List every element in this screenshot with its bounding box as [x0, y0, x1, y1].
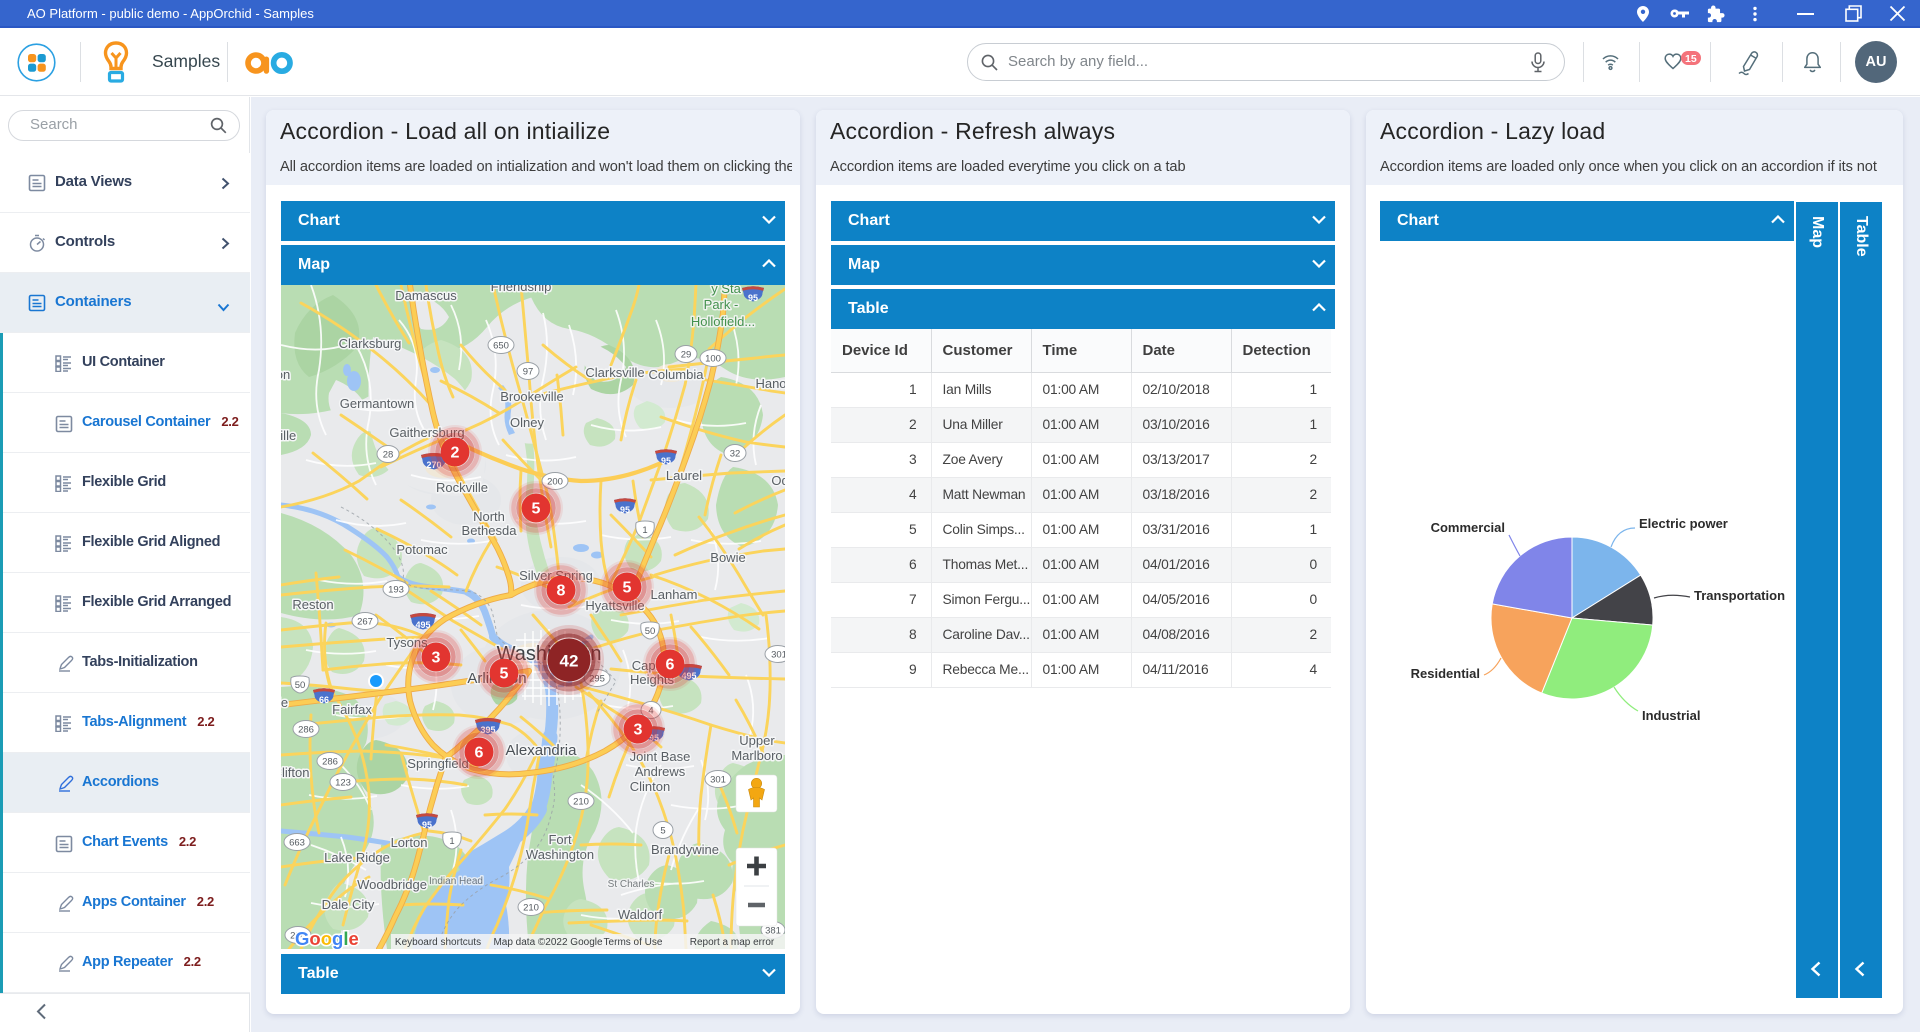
svg-text:6: 6	[475, 745, 484, 762]
svg-text:Dale City: Dale City	[322, 897, 375, 912]
svg-text:210: 210	[523, 903, 539, 914]
svg-text:50: 50	[645, 626, 656, 637]
svg-text:193: 193	[388, 585, 404, 596]
svg-text:Brandywine: Brandywine	[651, 842, 719, 857]
svg-text:Upper: Upper	[739, 733, 775, 748]
svg-text:Andrews: Andrews	[635, 764, 686, 779]
svg-text:32: 32	[730, 449, 741, 460]
svg-text:Hollofield...: Hollofield...	[691, 314, 755, 329]
svg-text:5: 5	[660, 826, 665, 837]
svg-text:Od: Od	[771, 473, 785, 488]
svg-text:Report a map error: Report a map error	[690, 937, 775, 948]
svg-text:Washington: Washington	[526, 847, 594, 862]
svg-text:Bowie: Bowie	[710, 550, 745, 565]
svg-text:Transportation: Transportation	[1694, 588, 1785, 603]
svg-text:Friendship: Friendship	[491, 285, 552, 294]
svg-text:1: 1	[449, 836, 454, 847]
svg-text:29: 29	[681, 350, 692, 361]
svg-text:100: 100	[705, 354, 721, 365]
svg-text:381: 381	[765, 926, 781, 937]
svg-text:28: 28	[383, 450, 394, 461]
svg-text:5: 5	[532, 501, 541, 518]
svg-text:123: 123	[335, 778, 351, 789]
svg-text:663: 663	[289, 838, 305, 849]
svg-text:North: North	[473, 509, 505, 524]
svg-text:3: 3	[432, 650, 441, 667]
svg-text:Lorton: Lorton	[391, 835, 428, 850]
svg-text:650: 650	[493, 341, 509, 352]
svg-text:Columbia: Columbia	[649, 367, 705, 382]
svg-text:1: 1	[642, 525, 647, 536]
svg-text:301: 301	[710, 775, 726, 786]
svg-text:Waldorf: Waldorf	[618, 907, 663, 922]
svg-text:Commercial: Commercial	[1431, 520, 1505, 535]
svg-text:286: 286	[322, 757, 338, 768]
svg-text:Map data ©2022 Google: Map data ©2022 Google	[493, 937, 603, 948]
svg-text:8: 8	[557, 583, 566, 600]
svg-text:Marlboro: Marlboro	[731, 748, 782, 763]
svg-text:Olney: Olney	[510, 415, 544, 430]
svg-text:Industrial: Industrial	[1642, 708, 1701, 723]
svg-text:Fairfax: Fairfax	[332, 702, 372, 717]
svg-text:on: on	[281, 367, 290, 382]
svg-text:66: 66	[319, 695, 329, 705]
svg-text:Residential: Residential	[1411, 666, 1480, 681]
svg-text:Clinton: Clinton	[630, 779, 670, 794]
svg-text:Germantown: Germantown	[340, 396, 414, 411]
svg-text:95: 95	[661, 456, 671, 466]
svg-text:495: 495	[415, 620, 430, 630]
svg-text:St Charles: St Charles	[608, 879, 655, 890]
svg-text:95: 95	[422, 820, 432, 830]
svg-text:95: 95	[748, 293, 758, 303]
svg-text:5: 5	[500, 666, 509, 683]
svg-text:267: 267	[357, 617, 373, 628]
svg-text:Woodbridge: Woodbridge	[357, 877, 427, 892]
svg-text:le: le	[281, 695, 288, 710]
svg-text:2: 2	[451, 445, 460, 462]
svg-text:Potomac: Potomac	[396, 542, 448, 557]
svg-text:Hano: Hano	[755, 376, 785, 391]
svg-text:3: 3	[634, 722, 643, 739]
svg-text:Alexandria: Alexandria	[506, 742, 578, 759]
svg-text:Laurel: Laurel	[666, 468, 702, 483]
svg-text:Electric power: Electric power	[1639, 516, 1728, 531]
svg-text:Lake Ridge: Lake Ridge	[324, 850, 390, 865]
svg-text:Clarksburg: Clarksburg	[339, 336, 402, 351]
svg-text:Rockville: Rockville	[436, 480, 488, 495]
svg-text:Keyboard shortcuts: Keyboard shortcuts	[395, 937, 481, 948]
svg-text:50: 50	[295, 680, 306, 691]
svg-text:Clifton: Clifton	[281, 765, 309, 780]
svg-text:Lanham: Lanham	[651, 587, 698, 602]
svg-text:y Sta: y Sta	[711, 285, 741, 296]
svg-text:210: 210	[573, 797, 589, 808]
svg-text:Fort: Fort	[548, 832, 572, 847]
svg-text:234: 234	[290, 931, 306, 942]
svg-text:Reston: Reston	[292, 597, 333, 612]
svg-text:42: 42	[560, 652, 579, 671]
svg-text:Brookeville: Brookeville	[500, 389, 564, 404]
svg-text:Indian Head: Indian Head	[429, 876, 483, 887]
svg-text:Damascus: Damascus	[395, 288, 457, 303]
svg-text:286: 286	[298, 725, 314, 736]
svg-text:5: 5	[623, 580, 632, 597]
svg-text:Terms of Use: Terms of Use	[604, 937, 663, 948]
svg-text:Bethesda: Bethesda	[462, 523, 518, 538]
svg-text:200: 200	[547, 477, 563, 488]
svg-text:Park -: Park -	[704, 297, 739, 312]
svg-text:ville: ville	[281, 428, 296, 443]
svg-text:Google: Google	[295, 928, 359, 949]
svg-text:95: 95	[620, 505, 630, 515]
svg-text:97: 97	[523, 367, 534, 378]
svg-text:Clarksville: Clarksville	[585, 365, 644, 380]
svg-text:6: 6	[666, 657, 675, 674]
svg-text:301: 301	[771, 650, 785, 661]
